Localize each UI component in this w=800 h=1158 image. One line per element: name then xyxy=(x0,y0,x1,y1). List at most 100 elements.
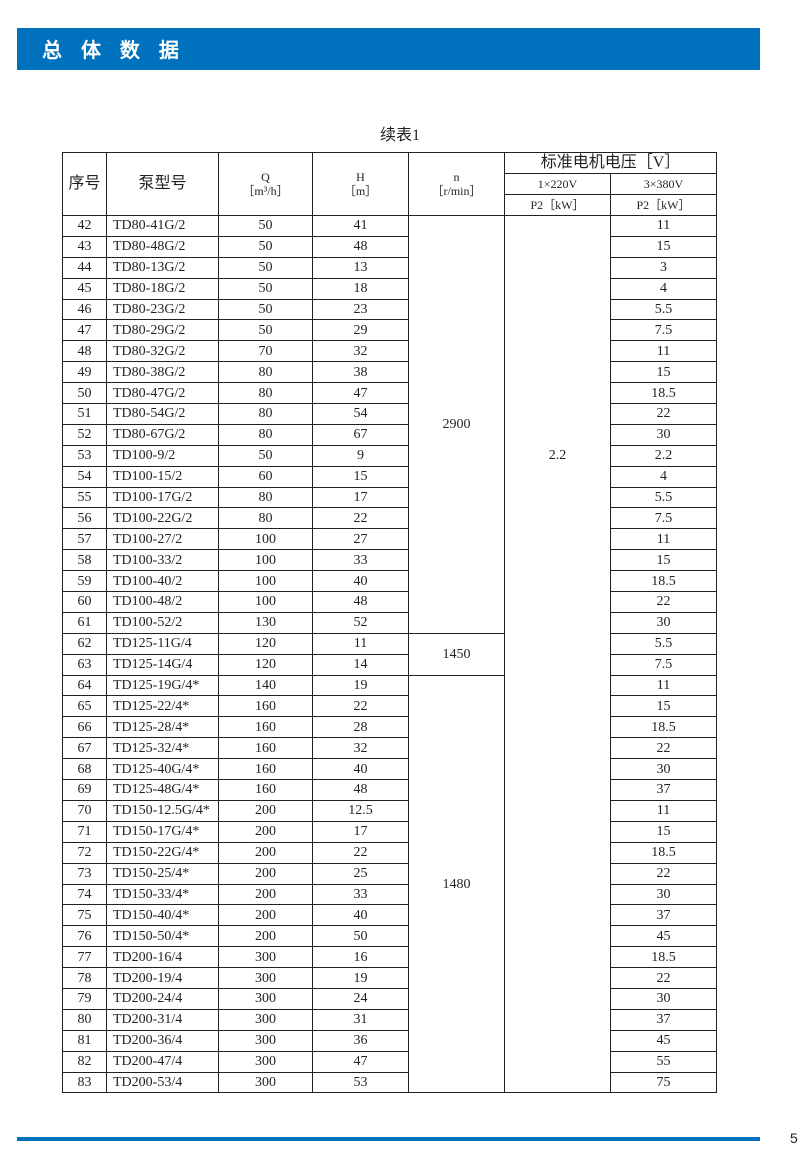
table-row: 66 TD125-28/4* 160 28 18.5 xyxy=(62,716,717,739)
p2-single-phase xyxy=(504,361,611,383)
row-number: 72 xyxy=(62,841,107,864)
flow-q: 80 xyxy=(218,507,313,530)
pump-model: TD80-18G/2 xyxy=(106,277,219,300)
pump-model: TD125-11G/4 xyxy=(106,632,219,655)
pump-model: TD100-22G/2 xyxy=(106,507,219,530)
flow-q: 200 xyxy=(218,862,313,885)
p2-three-phase: 30 xyxy=(610,987,717,1010)
head-h: 16 xyxy=(312,946,409,969)
head-h: 17 xyxy=(312,820,409,843)
table-row: 42 TD80-41G/2 50 41 2900 11 xyxy=(62,215,717,634)
p2-three-phase: 7.5 xyxy=(610,319,717,342)
head-h: 15 xyxy=(312,465,409,488)
p2-three-phase: 15 xyxy=(610,695,717,718)
table-caption: 续表1 xyxy=(379,127,420,144)
pump-model: TD200-19/4 xyxy=(106,967,219,989)
row-number: 76 xyxy=(62,925,107,948)
pump-model: TD80-29G/2 xyxy=(106,319,219,342)
p2-single-phase xyxy=(504,779,611,801)
flow-q: 300 xyxy=(218,987,313,1010)
table-row: 43 TD80-48G/2 50 48 15 xyxy=(62,235,717,258)
table-row: 63 TD125-14G/4 120 14 7.5 xyxy=(62,653,717,676)
p2-single-phase xyxy=(504,800,611,822)
table-row: 58 TD100-33/2 100 33 15 xyxy=(62,549,717,572)
page-number: 5 xyxy=(790,1130,798,1146)
p2-single-phase xyxy=(504,842,611,864)
header-single-phase: 1×220V xyxy=(504,173,611,195)
p2-single-phase xyxy=(504,716,611,738)
row-number: 48 xyxy=(62,340,107,363)
p2-single-phase xyxy=(504,988,611,1010)
p2-three-phase: 55 xyxy=(610,1050,717,1073)
row-number: 45 xyxy=(62,277,107,300)
flow-q: 300 xyxy=(218,967,313,989)
pump-model: TD200-16/4 xyxy=(106,946,219,969)
p2-single-phase xyxy=(504,591,611,613)
table-row: 48 TD80-32G/2 70 32 11 xyxy=(62,340,717,363)
head-h: 17 xyxy=(312,486,409,509)
head-h: 38 xyxy=(312,361,409,384)
row-number: 57 xyxy=(62,528,107,551)
p2-single-phase xyxy=(504,319,611,341)
p2-single-phase xyxy=(504,863,611,884)
row-number: 62 xyxy=(62,632,107,655)
p2-single-phase xyxy=(504,278,611,300)
p2-single-phase: 2.2 xyxy=(504,445,611,467)
row-number: 78 xyxy=(62,967,107,989)
p2-three-phase: 75 xyxy=(610,1071,717,1094)
p2-three-phase: 22 xyxy=(610,862,717,885)
p2-three-phase: 5.5 xyxy=(610,486,717,509)
row-number: 43 xyxy=(62,235,107,258)
head-h: 36 xyxy=(312,1029,409,1052)
p2-three-phase: 11 xyxy=(610,799,717,822)
p2-single-phase xyxy=(504,1072,611,1094)
pump-model: TD100-40/2 xyxy=(106,570,219,593)
p2-three-phase: 4 xyxy=(610,465,717,488)
header-model: 泵型号 xyxy=(106,152,219,216)
head-h: 47 xyxy=(312,382,409,405)
p2-single-phase xyxy=(504,236,611,258)
head-h: 13 xyxy=(312,256,409,279)
head-h: 19 xyxy=(312,967,409,989)
head-h: 48 xyxy=(312,779,409,801)
pump-model: TD200-24/4 xyxy=(106,987,219,1010)
header-n: n ［r/min］ xyxy=(408,152,505,216)
row-number: 71 xyxy=(62,820,107,843)
pump-model: TD200-47/4 xyxy=(106,1050,219,1073)
head-h: 48 xyxy=(312,591,409,613)
header-q-label: Q xyxy=(261,170,270,184)
p2-single-phase xyxy=(504,904,611,926)
row-number: 46 xyxy=(62,298,107,321)
pump-model: TD100-9/2 xyxy=(106,444,219,467)
footer-rule xyxy=(17,1137,760,1141)
p2-three-phase: 11 xyxy=(610,340,717,363)
table-row: 60 TD100-48/2 100 48 22 xyxy=(62,591,717,613)
p2-three-phase: 15 xyxy=(610,820,717,843)
p2-three-phase: 30 xyxy=(610,611,717,634)
flow-q: 50 xyxy=(218,298,313,321)
pump-model: TD80-54G/2 xyxy=(106,403,219,425)
p2-single-phase xyxy=(504,549,611,571)
row-number: 63 xyxy=(62,653,107,676)
p2-three-phase: 15 xyxy=(610,361,717,384)
pump-model: TD80-38G/2 xyxy=(106,361,219,384)
flow-q: 160 xyxy=(218,695,313,718)
pump-model: TD125-28/4* xyxy=(106,716,219,739)
pump-model: TD125-22/4* xyxy=(106,695,219,718)
pump-model: TD100-48/2 xyxy=(106,591,219,613)
row-number: 53 xyxy=(62,444,107,467)
table-body: 42 TD80-41G/2 50 41 2900 11 43 TD80-48G/2 50 48 15… xyxy=(62,215,717,1094)
p2-three-phase: 7.5 xyxy=(610,653,717,676)
flow-q: 80 xyxy=(218,361,313,384)
p2-single-phase xyxy=(504,507,611,529)
row-number: 52 xyxy=(62,423,107,446)
table-row: 77 TD200-16/4 300 16 18.5 xyxy=(62,946,717,969)
row-number: 70 xyxy=(62,799,107,822)
pump-model: TD150-50/4* xyxy=(106,925,219,948)
table-row: 78 TD200-19/4 300 19 22 xyxy=(62,967,717,989)
p2-three-phase: 4 xyxy=(610,277,717,300)
p2-three-phase: 15 xyxy=(610,549,717,572)
flow-q: 200 xyxy=(218,883,313,906)
pump-model: TD125-32/4* xyxy=(106,737,219,760)
p2-three-phase: 18.5 xyxy=(610,946,717,969)
